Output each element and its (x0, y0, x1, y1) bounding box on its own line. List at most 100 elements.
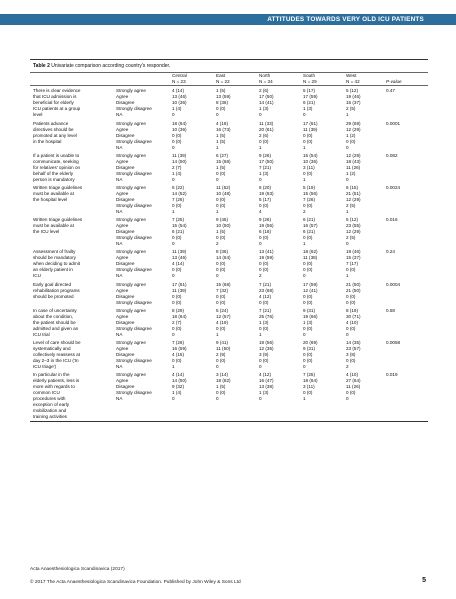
cell-value: 0 (0) (216, 390, 226, 396)
question-text: elderly patients, less is (33, 378, 80, 384)
response-label: Strongly disagree (116, 390, 152, 396)
question-group: In particular in the Strongly agree 4 (14)… (30, 370, 428, 420)
question-text: common ICU (33, 390, 60, 396)
cell-value: 4 (14) (172, 372, 185, 378)
response-label: Strongly agree (116, 88, 146, 94)
question-text: the ICU level (33, 229, 60, 235)
table-row: beneficial for elderly Disagree 10 (36) 8 (… (30, 100, 428, 106)
response-label: NA (116, 208, 123, 214)
table-row: In particular in the Strongly agree 4 (14)… (30, 370, 428, 378)
table-row: rehabilitation programs Agree 11 (39) 7 (32… (30, 288, 428, 294)
response-label: Agree (116, 287, 129, 293)
cell-value: 9 (41) (216, 339, 229, 345)
cell-value (259, 414, 303, 420)
cell-value: 0 (0) (346, 267, 356, 273)
cell-value: 4 (12) (259, 293, 272, 299)
question-text: must be available at (33, 190, 74, 196)
cell-value: 0 (172, 144, 175, 150)
cell-value: 0 (346, 331, 349, 337)
table-row: promoted at any level Disagree 0 (0) 1 (5) 2… (30, 133, 428, 139)
cell-value: 4 (12) (259, 372, 272, 378)
response-label: Strongly disagree (116, 106, 152, 112)
table-caption-text: Univariate comparison according country'… (51, 63, 171, 69)
response-label: NA (116, 144, 123, 150)
cell-value: 0 (0) (303, 325, 313, 331)
question-text: rehabilitation programs (33, 287, 80, 293)
cell-value: 0 (0) (303, 357, 313, 363)
cell-value: 25 (76) (259, 313, 274, 319)
table-row: when deciding to admit Disagree 4 (14) 0 (0… (30, 261, 428, 267)
cell-value: 21 (50) (346, 287, 361, 293)
table-row: exception of early (30, 402, 428, 408)
page-number: 5 (422, 577, 426, 584)
cell-value: 14 (64) (216, 255, 231, 261)
cell-value: 1 (4) (172, 170, 182, 176)
response-label: Strongly disagree (116, 267, 152, 273)
response-label: Agree (116, 158, 129, 164)
cell-value: 7 (26) (303, 196, 316, 202)
cell-value: 5 (17) (303, 88, 316, 94)
cell-value: 15 (37) (346, 100, 361, 106)
cell-value: 6 (21) (303, 229, 316, 235)
cell-value: 7 (21) (259, 307, 272, 313)
cell-value: 2 (9) (216, 351, 226, 357)
response-label: Strongly agree (116, 339, 146, 345)
cell-value: 13 (41) (259, 249, 274, 255)
cell-value: 0 (0) (216, 196, 226, 202)
cell-value: 19 (59) (259, 255, 274, 261)
response-label: Disagree (116, 351, 135, 357)
cell-value: 0 (0) (259, 357, 269, 363)
cell-value: 11 (39) (172, 152, 187, 158)
question-group: Written triage guidelines Strongly agree 7… (30, 215, 428, 247)
cell-value: 1 (3) (259, 106, 269, 112)
column-header-n: N = 23 (172, 78, 186, 84)
question-text: Written triage guidelines (33, 217, 83, 223)
cell-value: 14 (50) (172, 378, 187, 384)
column-header-region: North (259, 73, 271, 78)
cell-value: 1 (216, 144, 219, 150)
cell-value: 0 (0) (216, 325, 226, 331)
cell-value: 5 (24) (216, 307, 229, 313)
response-label: Strongly disagree (116, 138, 152, 144)
cell-value: 7 (26) (172, 339, 185, 345)
response-label: Strongly disagree (116, 235, 152, 241)
question-text: an elderly patient in (33, 267, 73, 273)
response-label: Disagree (116, 261, 135, 267)
cell-value: 1 (3) (259, 319, 269, 325)
table-row: an elderly patient in Strongly disagree 0 … (30, 267, 428, 273)
cell-value: 18 (64) (172, 120, 187, 126)
table-row: the hospital level Disagree 7 (26) 0 (0) 5 (… (30, 197, 428, 203)
p-value: 0.0001 (386, 120, 401, 126)
cell-value: 0 (0) (303, 299, 313, 305)
p-value: 0.0024 (386, 184, 401, 190)
response-label: Agree (116, 190, 129, 196)
cell-value: 10 (36) (172, 100, 187, 106)
question-group: Written triage guidelines Strongly agree 6… (30, 183, 428, 215)
response-label: NA (116, 273, 123, 279)
cell-value (346, 414, 386, 420)
cell-value: 7 (25) (303, 372, 316, 378)
cell-value: 1 (172, 363, 175, 369)
response-label: Strongly agree (116, 184, 146, 190)
column-header-region: West (346, 73, 357, 78)
table-row: more with regards to Disagree 9 (32) 1 (5) 1… (30, 384, 428, 390)
cell-value: 7 (21) (259, 164, 272, 170)
cell-value: 11 (52) (216, 184, 231, 190)
cell-value: 11 (39) (303, 126, 318, 132)
response-label: Agree (116, 126, 129, 132)
cell-value: 11 (26) (346, 164, 361, 170)
cell-value: 4 (259, 208, 262, 214)
cell-value: 4 (14) (172, 261, 185, 267)
cell-value: 18 (64) (172, 313, 187, 319)
cell-value: 21 (51) (346, 190, 361, 196)
cell-value: 17 (59) (303, 94, 318, 100)
cell-value: 13 (46) (172, 94, 187, 100)
question-text: directives should be (33, 126, 74, 132)
table-row: mobilization and (30, 408, 428, 414)
response-label: Agree (116, 378, 129, 384)
cell-value: 19 (46) (346, 94, 361, 100)
cell-value: 2 (346, 363, 349, 369)
cell-value: 7 (21) (259, 281, 272, 287)
question-text: Patients advance (33, 120, 69, 126)
cell-value: 0 (259, 241, 262, 247)
